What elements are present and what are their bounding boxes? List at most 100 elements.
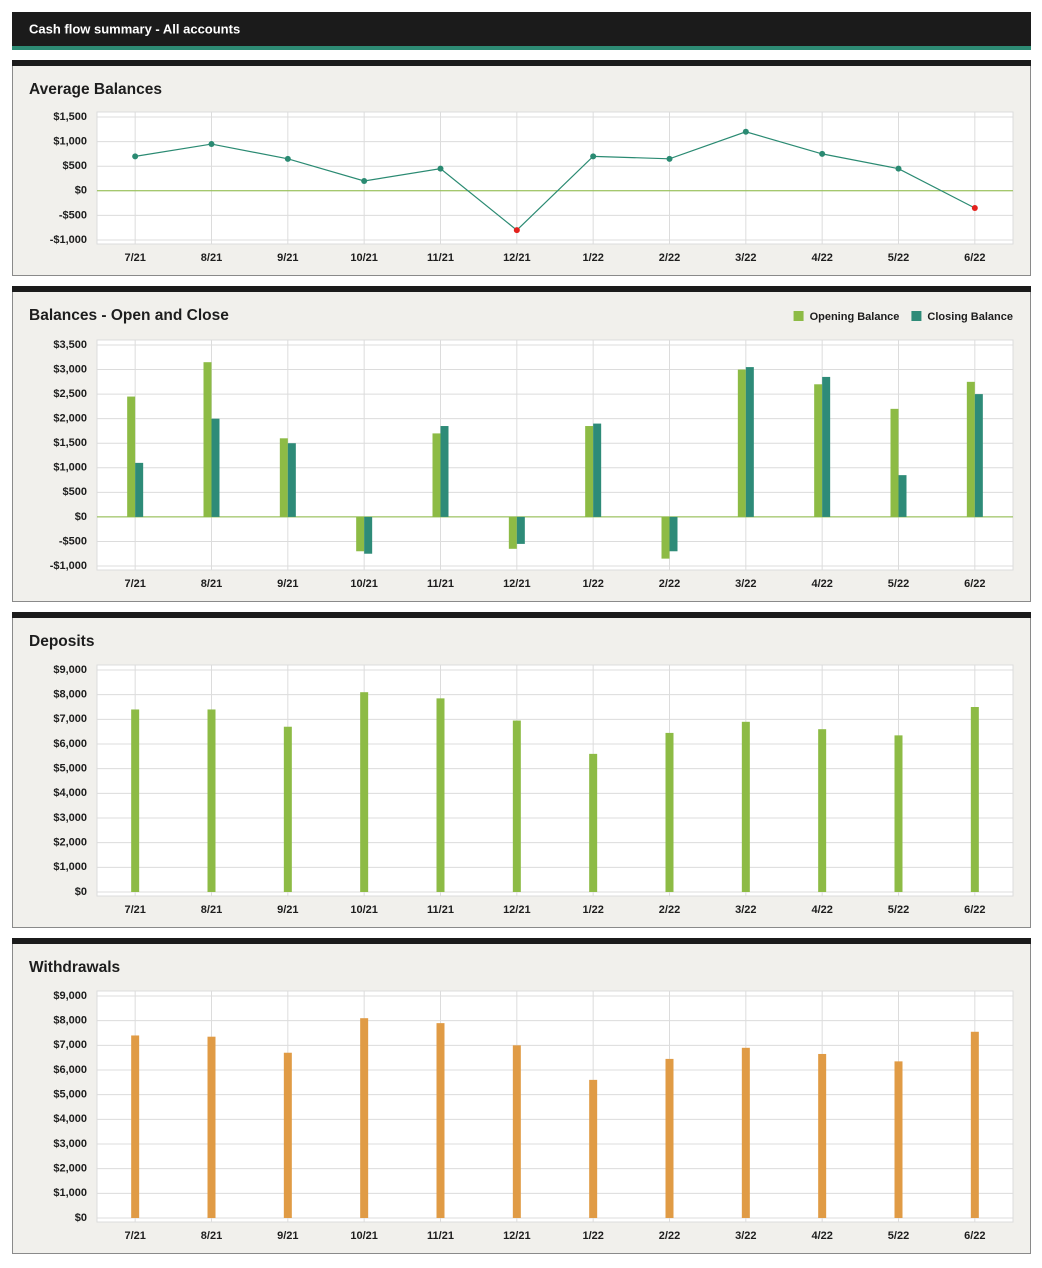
y-tick-label: $500 bbox=[63, 160, 87, 172]
point bbox=[895, 165, 902, 172]
point bbox=[742, 128, 749, 135]
bar bbox=[665, 1058, 674, 1218]
bar bbox=[207, 709, 216, 892]
chart-title: Withdrawals bbox=[29, 959, 120, 976]
y-tick-label: $5,000 bbox=[53, 763, 87, 775]
x-tick-label: 2/22 bbox=[659, 578, 680, 590]
bar bbox=[585, 426, 594, 517]
x-tick-label: 9/21 bbox=[277, 578, 298, 590]
x-tick-label: 7/21 bbox=[124, 904, 145, 916]
panel-top-bar bbox=[12, 938, 1031, 944]
point bbox=[208, 141, 215, 148]
x-tick-label: 6/22 bbox=[964, 252, 985, 264]
x-tick-label: 12/21 bbox=[503, 578, 531, 590]
y-tick-label: $2,000 bbox=[53, 1163, 87, 1175]
y-tick-label: $2,000 bbox=[53, 837, 87, 849]
bar bbox=[131, 1035, 140, 1218]
x-tick-label: 8/21 bbox=[201, 252, 222, 264]
y-tick-label: $1,000 bbox=[53, 462, 87, 474]
legend-swatch bbox=[793, 311, 804, 321]
bar bbox=[436, 698, 445, 892]
point bbox=[437, 165, 444, 172]
bar bbox=[818, 729, 827, 892]
bar bbox=[508, 516, 517, 549]
x-tick-label: 10/21 bbox=[350, 904, 378, 916]
bar bbox=[440, 426, 449, 517]
bar bbox=[589, 1079, 598, 1218]
x-tick-label: 7/21 bbox=[124, 578, 145, 590]
y-tick-label: $4,000 bbox=[53, 1113, 87, 1125]
point bbox=[132, 153, 139, 160]
bar bbox=[822, 376, 831, 517]
panel-top-bar bbox=[12, 60, 1031, 66]
x-tick-label: 8/21 bbox=[201, 904, 222, 916]
y-tick-label: $0 bbox=[75, 1212, 87, 1224]
bar bbox=[898, 475, 907, 517]
bar bbox=[127, 396, 136, 517]
x-tick-label: 3/22 bbox=[735, 578, 756, 590]
y-tick-label: $1,500 bbox=[53, 111, 87, 123]
x-tick-label: 4/22 bbox=[811, 252, 832, 264]
bar bbox=[364, 516, 373, 554]
x-tick-label: 1/22 bbox=[582, 1230, 603, 1242]
y-tick-label: $2,000 bbox=[53, 413, 87, 425]
line bbox=[135, 131, 976, 231]
y-tick-label: $0 bbox=[75, 185, 87, 197]
x-tick-label: 3/22 bbox=[735, 904, 756, 916]
bar bbox=[970, 707, 979, 892]
x-tick-label: 9/21 bbox=[277, 252, 298, 264]
x-tick-label: 7/21 bbox=[124, 1230, 145, 1242]
bar bbox=[737, 369, 746, 517]
x-tick-label: 6/22 bbox=[964, 904, 985, 916]
bar bbox=[974, 394, 983, 517]
x-tick-label: 5/22 bbox=[888, 252, 909, 264]
plot-area bbox=[96, 990, 1014, 1223]
chart-title: Average Balances bbox=[29, 81, 162, 98]
x-tick-label: 12/21 bbox=[503, 252, 531, 264]
x-tick-label: 12/21 bbox=[503, 904, 531, 916]
chart-title: Deposits bbox=[29, 633, 94, 650]
point bbox=[971, 205, 978, 212]
x-tick-label: 1/22 bbox=[582, 252, 603, 264]
bar bbox=[665, 732, 674, 892]
y-tick-label: $7,000 bbox=[53, 1039, 87, 1051]
bar bbox=[211, 418, 220, 517]
bar bbox=[741, 1047, 750, 1218]
header-stripe bbox=[12, 46, 1031, 50]
panel-top-bar bbox=[12, 612, 1031, 618]
x-tick-label: 5/22 bbox=[888, 904, 909, 916]
plot-area bbox=[96, 111, 1014, 245]
y-tick-label: $8,000 bbox=[53, 689, 87, 701]
x-tick-label: 9/21 bbox=[277, 1230, 298, 1242]
x-tick-label: 10/21 bbox=[350, 1230, 378, 1242]
legend-label: Opening Balance bbox=[810, 311, 900, 323]
point bbox=[819, 150, 826, 157]
legend-label: Closing Balance bbox=[927, 311, 1013, 323]
x-tick-label: 11/21 bbox=[427, 904, 454, 916]
y-tick-label: $5,000 bbox=[53, 1089, 87, 1101]
y-tick-label: $3,500 bbox=[53, 339, 87, 351]
x-tick-label: 3/22 bbox=[735, 1230, 756, 1242]
y-tick-label: $500 bbox=[63, 486, 87, 498]
bar bbox=[279, 438, 288, 517]
x-tick-label: 5/22 bbox=[888, 1230, 909, 1242]
y-tick-label: $9,000 bbox=[53, 990, 87, 1002]
y-tick-label: $0 bbox=[75, 511, 87, 523]
y-tick-label: $2,500 bbox=[53, 388, 87, 400]
header-bar bbox=[12, 12, 1031, 47]
x-tick-label: 5/22 bbox=[888, 578, 909, 590]
bar bbox=[814, 384, 823, 517]
point bbox=[590, 153, 597, 160]
bar bbox=[661, 516, 670, 559]
x-tick-label: 2/22 bbox=[659, 904, 680, 916]
y-tick-label: -$1,000 bbox=[50, 560, 87, 572]
x-tick-label: 3/22 bbox=[735, 252, 756, 264]
bar bbox=[741, 721, 750, 892]
y-tick-label: $1,500 bbox=[53, 437, 87, 449]
bar bbox=[970, 1031, 979, 1218]
bar bbox=[966, 381, 975, 517]
point bbox=[284, 155, 291, 162]
plot-area bbox=[96, 339, 1014, 571]
x-tick-label: 6/22 bbox=[964, 578, 985, 590]
